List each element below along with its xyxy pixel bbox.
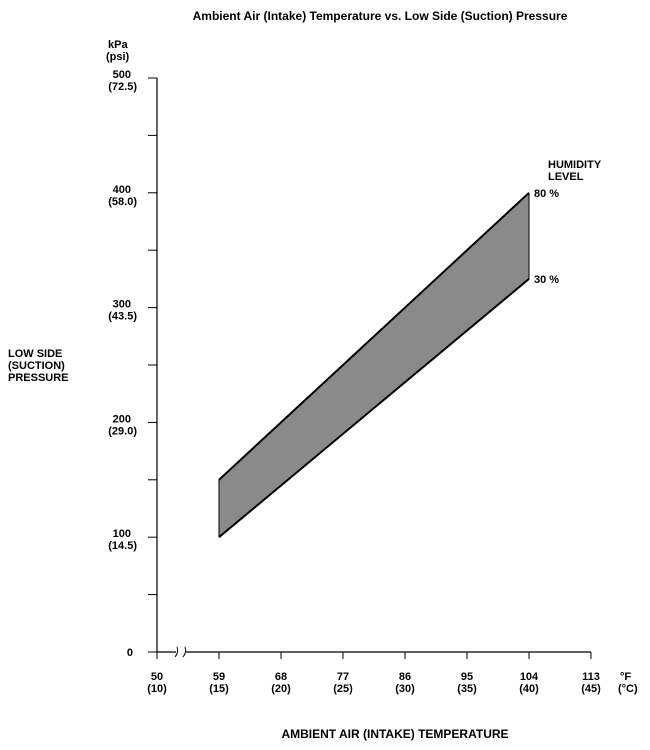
y-tick-label: 400 [113,184,131,196]
x-tick-label: (20) [271,683,291,695]
y-tick-label: 100 [113,528,131,540]
x-tick-label: 77 [337,671,349,683]
x-tick-label: (40) [519,683,539,695]
y-tick-label: 300 [113,299,131,311]
axis-break-mark-right [182,646,187,658]
x-unit-c: (°C) [618,683,638,695]
x-tick-label: 113 [582,671,600,683]
plot-area: 80 %30 %0100(14.5)200(29.0)300(43.5)400(… [108,69,601,695]
x-tick-label: 86 [399,671,411,683]
x-tick-label: (15) [209,683,229,695]
series-label-80: 80 % [534,188,559,200]
x-tick-label: 95 [461,671,473,683]
y-tick-label: (72.5) [108,81,137,93]
y-axis-label-line-3: PRESSURE [8,372,69,384]
x-axis-label: AMBIENT AIR (INTAKE) TEMPERATURE [281,727,508,741]
x-tick-label: (30) [395,683,415,695]
y-axis-label-line-1: LOW SIDE [8,348,62,360]
x-tick-label: 68 [275,671,287,683]
x-tick-label: (25) [333,683,353,695]
x-tick-label: 104 [520,671,539,683]
y-unit-kpa: kPa [108,39,128,51]
humidity-band [219,192,529,538]
x-tick-label: 59 [213,671,225,683]
axis-break-mark-left [174,646,179,658]
series-line-30 [218,278,530,538]
y-tick-label: 500 [113,69,131,81]
y-tick-label: (43.5) [108,311,137,323]
y-tick-label: 0 [127,647,133,659]
chart-title: Ambient Air (Intake) Temperature vs. Low… [193,9,568,23]
x-tick-label: (10) [147,683,167,695]
y-axis-label-line-2: (SUCTION) [8,360,65,372]
x-tick-label: (35) [457,683,477,695]
legend-title-line-2: LEVEL [548,171,584,183]
y-tick-label: 200 [113,413,131,425]
y-tick-label: (29.0) [108,425,137,437]
x-tick-label: 50 [151,671,163,683]
series-label-30: 30 % [534,274,559,286]
y-unit-psi: (psi) [106,51,130,63]
series-line-80 [218,192,530,481]
y-tick-label: (58.0) [108,196,137,208]
y-tick-label: (14.5) [108,540,137,552]
legend-title-line-1: HUMIDITY [548,159,602,171]
x-unit-f: °F [620,671,631,683]
x-tick-label: (45) [581,683,601,695]
